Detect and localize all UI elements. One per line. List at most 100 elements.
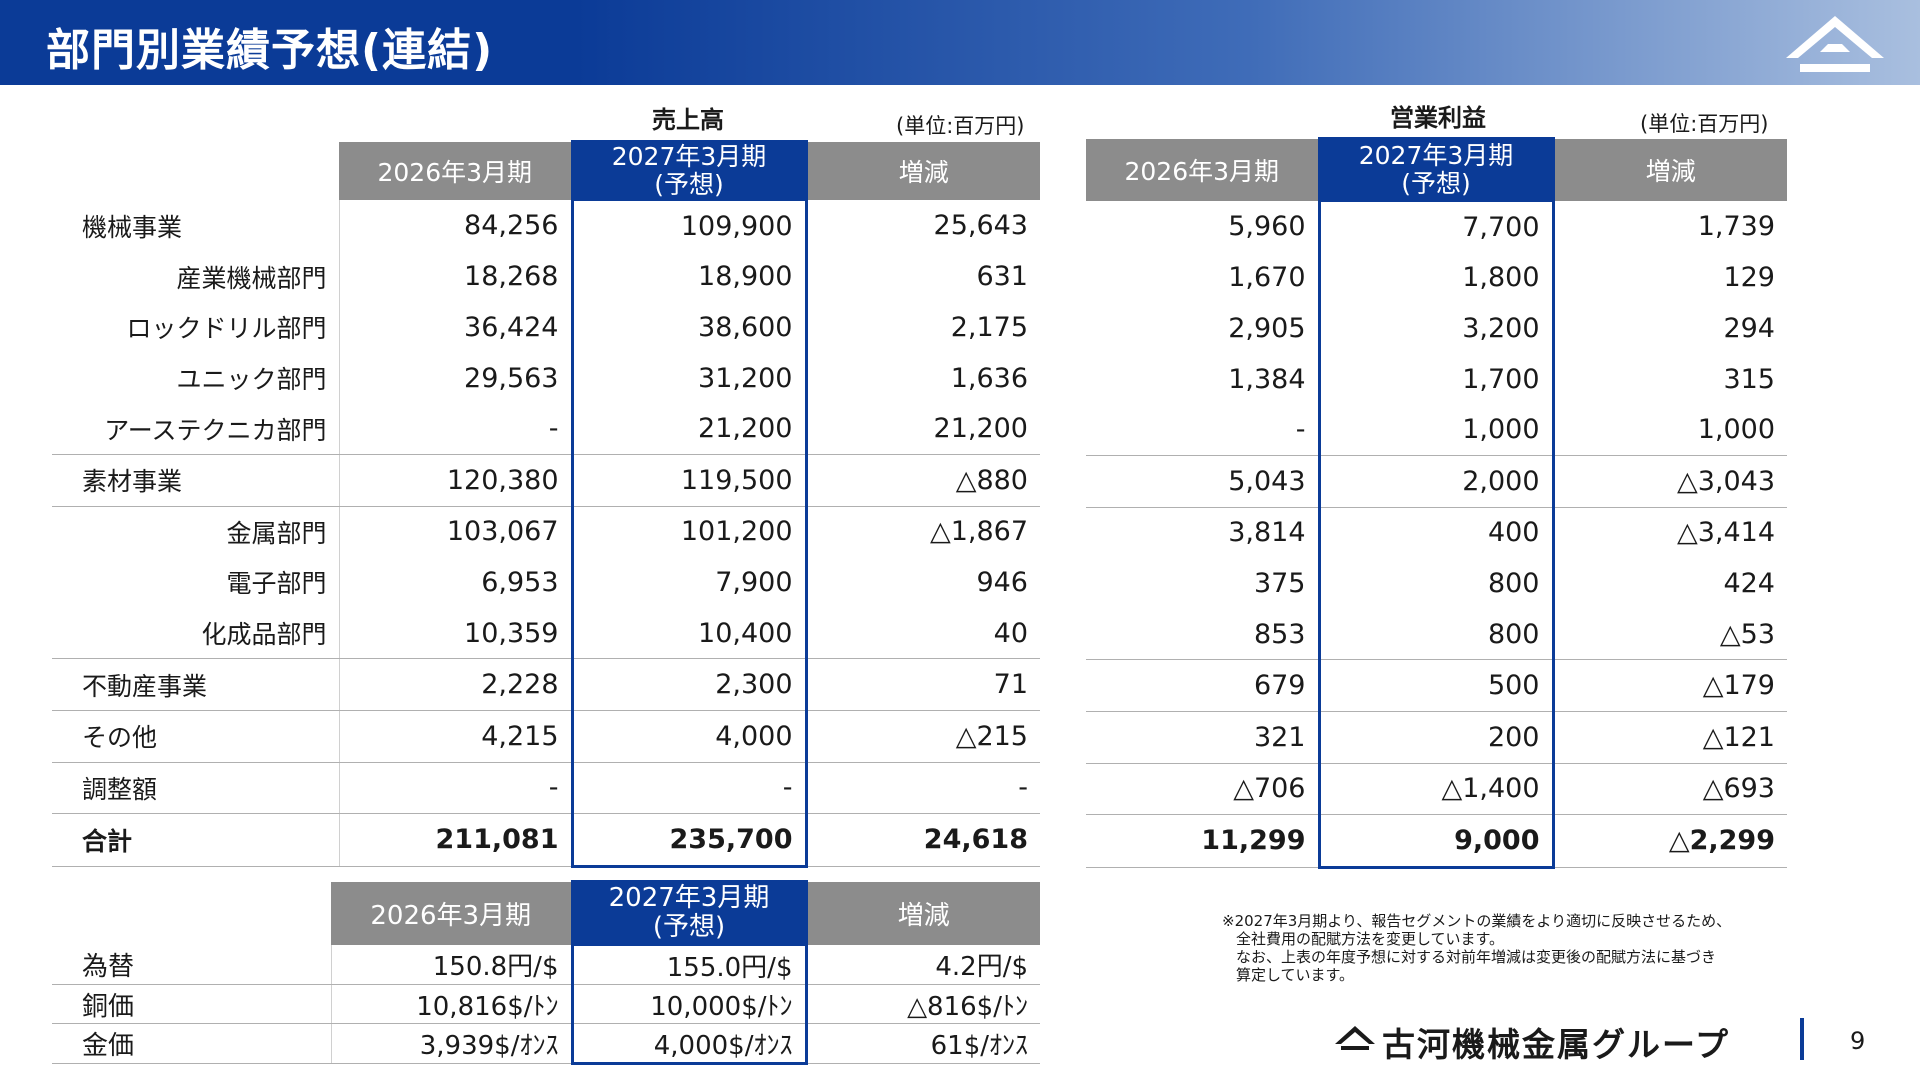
value-fy2026: 3,939$/ｵﾝｽ <box>330 1023 572 1064</box>
value-change: 1,000 <box>1552 404 1787 456</box>
value-change: 25,643 <box>805 199 1040 252</box>
value-fy2026: 10,816$/ﾄﾝ <box>330 984 572 1024</box>
value-fy2027-forecast: 2,300 <box>570 658 808 711</box>
table-row: 5,043 2,000 △3,043 <box>1086 455 1787 508</box>
brand-name: 古河機械金属グループ <box>1382 1025 1731 1064</box>
value-fy2026: 18,268 <box>338 251 572 303</box>
value-fy2027-forecast: 1,700 <box>1317 353 1555 405</box>
row-label: アーステクニカ部門 <box>52 403 339 455</box>
value-fy2027-forecast: 3,200 <box>1317 303 1555 354</box>
op-table: 2026年3月期 2027年3月期 (予想) 増減 5,960 7,700 1,73… <box>1086 137 1787 869</box>
sales-unit: (単位:百万円) <box>896 114 1025 138</box>
header-fy2026: 2026年3月期 <box>339 141 572 200</box>
value-fy2027-forecast: 9,000 <box>1317 814 1555 869</box>
value-fy2027-forecast: 800 <box>1317 558 1555 609</box>
value-fy2027-forecast: 21,200 <box>570 403 808 455</box>
value-fy2026: 120,380 <box>338 454 572 507</box>
table-row: 銅価 10,816$/ﾄﾝ 10,000$/ﾄﾝ △816$/ﾄﾝ <box>52 984 1040 1024</box>
value-fy2026: 211,081 <box>338 813 572 867</box>
table-row: アーステクニカ部門 -21,200 21,200 <box>52 403 1040 455</box>
value-change: △816$/ﾄﾝ <box>805 984 1040 1024</box>
header-forecast: (予想) <box>654 169 724 199</box>
value-change: 4.2円/$ <box>805 944 1040 985</box>
value-change: 1,739 <box>1552 200 1787 253</box>
table-row: 電子部門 6,953 7,900 946 <box>52 557 1040 608</box>
table-row: 産業機械部門 18,268 18,900 631 <box>52 251 1040 303</box>
table-row: 化成品部門 10,359 10,400 40 <box>52 607 1040 660</box>
value-change: △2,299 <box>1552 814 1787 868</box>
row-label: 化成品部門 <box>52 607 339 660</box>
table-row: 素材事業 120,380 119,500 △880 <box>52 454 1040 507</box>
brand-mark-icon <box>1335 1026 1375 1050</box>
value-fy2027-forecast: 101,200 <box>570 506 808 558</box>
value-fy2026: 10,359 <box>338 607 572 660</box>
table-row: △706 △1,400 △693 <box>1086 763 1787 816</box>
value-fy2027-forecast: 10,400 <box>570 607 808 660</box>
op-caption: 営業利益 <box>1390 104 1486 132</box>
value-fy2027-forecast: 400 <box>1317 507 1555 559</box>
table-row: 不動産事業 2,228 2,300 71 <box>52 658 1040 711</box>
value-fy2026: 84,256 <box>338 199 572 252</box>
header-change: 増減 <box>806 881 1040 945</box>
table-row: 1,384 1,700 315 <box>1086 353 1787 405</box>
value-fy2027-forecast: 31,200 <box>570 352 808 404</box>
company-logo-icon <box>1786 16 1884 72</box>
footnote-line: ※2027年3月期より、報告セグメントの業績をより適切に反映させるため、 <box>1222 912 1732 930</box>
value-fy2026: - <box>338 762 572 815</box>
header-fy2026: 2026年3月期 <box>1086 138 1319 201</box>
value-change: △3,043 <box>1552 455 1787 508</box>
value-change: 1,636 <box>805 352 1040 404</box>
value-change: △880 <box>805 454 1040 507</box>
table-row: その他 4,215 4,000 △215 <box>52 710 1040 763</box>
sales-table: 2026年3月期 2027年3月期 (予想) 増減 機械事業 84,256 109,… <box>52 140 1040 868</box>
footnote: ※2027年3月期より、報告セグメントの業績をより適切に反映させるため、 全社費… <box>1222 912 1782 984</box>
value-fy2027-forecast: 18,900 <box>570 251 808 303</box>
value-fy2026: 1,384 <box>1228 363 1306 395</box>
value-fy2027-forecast: 4,000 <box>570 710 808 763</box>
row-label: 調整額 <box>52 762 339 815</box>
value-fy2026: 853 <box>1086 608 1319 661</box>
row-label: 電子部門 <box>226 569 327 599</box>
header-forecast: (予想) <box>1401 168 1471 198</box>
title-bar: 部門別業績予想(連結) <box>0 0 1920 85</box>
value-fy2027-forecast: 109,900 <box>570 199 808 252</box>
footnote-line: 全社費用の配賦方法を変更しています。 <box>1236 930 1505 948</box>
value-fy2026: 3,814 <box>1228 517 1306 549</box>
value-change: 61$/ｵﾝｽ <box>805 1023 1040 1064</box>
row-label: 為替 <box>52 944 331 985</box>
value-change: 294 <box>1552 303 1787 354</box>
row-label: ロックドリル部門 <box>126 314 327 344</box>
table-row: 機械事業 84,256 109,900 25,643 <box>52 199 1040 252</box>
value-change: 71 <box>805 658 1040 711</box>
value-change: △179 <box>1552 659 1787 712</box>
header-forecast: (予想) <box>652 912 726 942</box>
value-fy2027-forecast: 119,500 <box>570 454 808 507</box>
value-change: △1,867 <box>805 506 1040 558</box>
table-row: 679 500 △179 <box>1086 659 1787 712</box>
table-row: 1,670 1,800 129 <box>1086 252 1787 304</box>
row-label: ユニック部門 <box>176 365 327 395</box>
row-label: その他 <box>52 710 339 763</box>
table-row: 853 800 △53 <box>1086 608 1787 661</box>
value-fy2027-forecast: 1,000 <box>1317 404 1555 456</box>
table-row: 調整額 - - - <box>52 762 1040 815</box>
value-change: △693 <box>1552 763 1787 816</box>
header-change: 増減 <box>1553 138 1787 201</box>
value-change: 24,618 <box>805 813 1040 867</box>
divider <box>1800 1018 1804 1060</box>
value-fy2026: 5,960 <box>1228 211 1306 243</box>
value-fy2027-forecast: - <box>570 762 808 815</box>
row-label: 合計 <box>52 813 339 867</box>
row-label: 金価 <box>52 1023 331 1064</box>
value-fy2026: 103,067 <box>338 506 572 558</box>
table-row: ユニック部門 29,563 31,200 1,636 <box>52 352 1040 404</box>
value-change: 315 <box>1552 353 1787 405</box>
value-fy2026: 11,299 <box>1086 814 1319 868</box>
value-fy2026: 321 <box>1086 711 1319 764</box>
value-fy2026: 36,424 <box>338 302 572 353</box>
table-row: 375 800 424 <box>1086 558 1787 609</box>
value-fy2027-forecast: 155.0円/$ <box>570 944 808 985</box>
row-label: 金属部門 <box>226 518 327 548</box>
table-row: 2,905 3,200 294 <box>1086 303 1787 354</box>
value-change: △53 <box>1552 608 1787 661</box>
